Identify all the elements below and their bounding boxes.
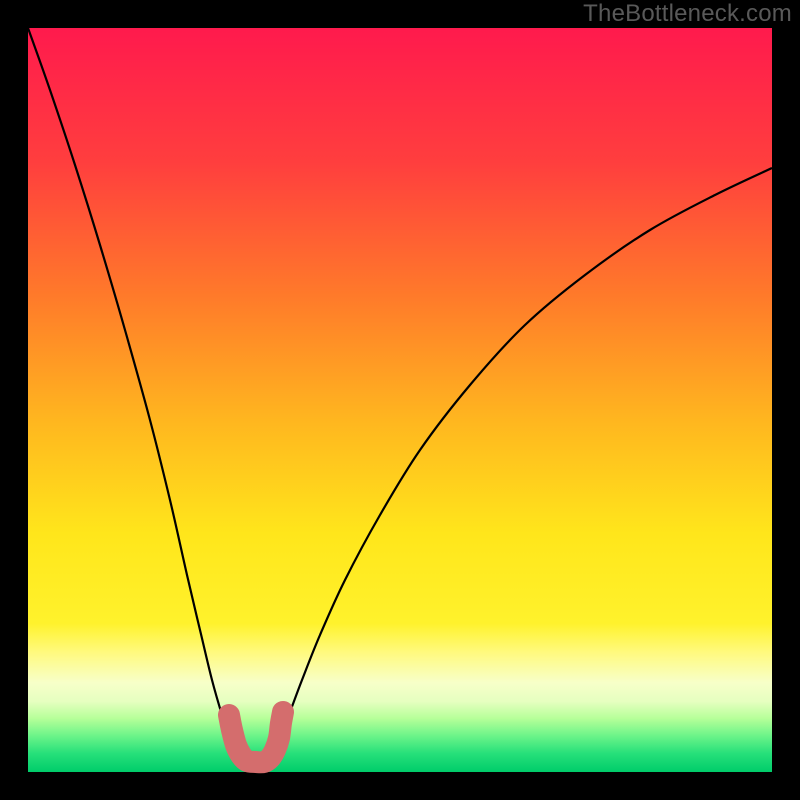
watermark-text: TheBottleneck.com (583, 0, 792, 28)
chart-stage: TheBottleneck.com (0, 0, 800, 800)
chart-svg (0, 0, 800, 800)
plot-background (28, 28, 772, 772)
